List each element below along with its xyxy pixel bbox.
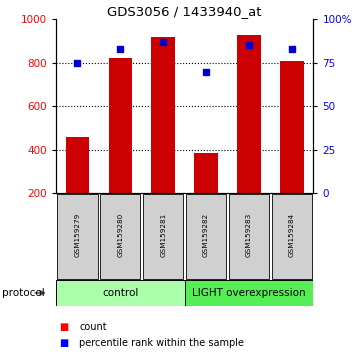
Text: GSM159279: GSM159279	[74, 212, 81, 257]
Bar	[100, 194, 140, 279]
Text: ■: ■	[60, 338, 69, 348]
Text: LIGHT overexpression: LIGHT overexpression	[192, 288, 306, 298]
Bar	[237, 35, 261, 193]
Bar	[109, 58, 132, 193]
Bar	[272, 194, 312, 279]
Bar	[66, 137, 89, 193]
Bar	[280, 61, 304, 193]
Text: GSM159283: GSM159283	[246, 212, 252, 257]
Title: GDS3056 / 1433940_at: GDS3056 / 1433940_at	[108, 5, 262, 18]
Text: count: count	[79, 322, 107, 332]
Text: ■: ■	[60, 322, 69, 332]
Text: percentile rank within the sample: percentile rank within the sample	[79, 338, 244, 348]
Text: protocol: protocol	[2, 288, 44, 298]
Text: GSM159281: GSM159281	[160, 212, 166, 257]
Bar	[186, 194, 226, 279]
Text: GSM159284: GSM159284	[289, 212, 295, 257]
Bar	[194, 153, 218, 193]
Bar	[143, 194, 183, 279]
Text: GSM159280: GSM159280	[117, 212, 123, 257]
Bar	[184, 280, 313, 306]
Text: control: control	[102, 288, 139, 298]
Text: GSM159282: GSM159282	[203, 212, 209, 257]
Bar	[229, 194, 269, 279]
Bar	[56, 280, 184, 306]
Bar	[151, 37, 175, 193]
Bar	[57, 194, 97, 279]
